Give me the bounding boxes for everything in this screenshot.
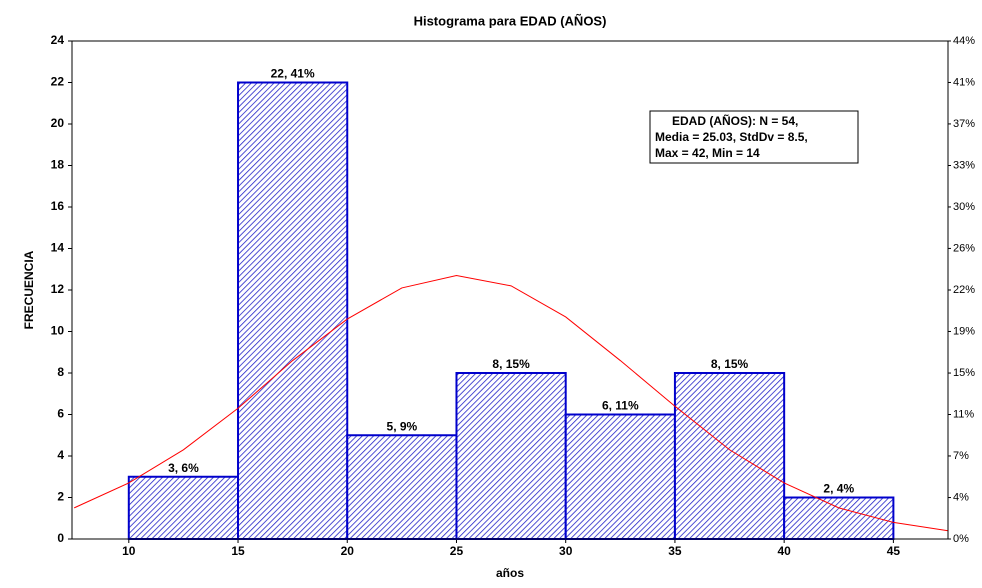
x-tick-label: 35 — [668, 544, 682, 558]
y-axis-label: FRECUENCIA — [22, 250, 36, 329]
y2-tick-label: 33% — [953, 159, 975, 171]
value-label: 6, 11% — [602, 399, 639, 413]
y-tick-label: 8 — [57, 365, 64, 379]
x-tick-label: 30 — [559, 544, 573, 558]
y2-tick-label: 44% — [953, 35, 975, 47]
value-label: 8, 15% — [711, 357, 749, 371]
bar — [564, 413, 676, 540]
fit-curve — [73, 274, 949, 532]
chart-title: Histograma para EDAD (AÑOS) — [414, 13, 607, 28]
y2-tick-label: 7% — [953, 450, 969, 462]
y2-tick-label: 37% — [953, 118, 975, 130]
value-label: 5, 9% — [387, 419, 418, 433]
bar — [783, 496, 895, 540]
y-tick-label: 22 — [51, 75, 65, 89]
value-label: 2, 4% — [823, 482, 854, 496]
x-tick-label: 20 — [341, 544, 355, 558]
plot-frame — [71, 40, 949, 540]
value-label: 3, 6% — [168, 461, 199, 475]
bar — [673, 372, 786, 540]
value-label: 22, 41% — [271, 67, 315, 81]
y2-tick-label: 22% — [953, 284, 975, 296]
value-label: 8, 15% — [492, 357, 530, 371]
x-axis-label: años — [496, 566, 524, 580]
y-tick-label: 14 — [51, 241, 65, 255]
y-tick-label: 6 — [57, 407, 64, 421]
y2-tick-label: 26% — [953, 242, 975, 254]
y-tick-label: 12 — [51, 282, 65, 296]
annotation-line: EDAD (AÑOS): N = 54, — [672, 113, 798, 128]
y-tick-label: 24 — [51, 33, 65, 47]
x-tick-label: 25 — [450, 544, 464, 558]
y-tick-label: 0 — [57, 531, 64, 545]
y2-tick-label: 30% — [953, 201, 975, 213]
bar — [455, 372, 567, 540]
y-tick-label: 20 — [51, 116, 65, 130]
annotation-line: Max = 42, Min = 14 — [655, 146, 760, 160]
y2-tick-label: 19% — [953, 325, 975, 337]
bar — [346, 434, 458, 540]
bar — [237, 81, 349, 540]
y2-tick-label: 0% — [953, 533, 969, 545]
y-tick-label: 4 — [57, 448, 64, 462]
y2-tick-label: 11% — [953, 408, 974, 420]
y-tick-label: 10 — [51, 324, 65, 338]
y-tick-label: 16 — [51, 199, 65, 213]
annotation-box — [649, 110, 859, 164]
y2-tick-label: 15% — [953, 367, 975, 379]
annotation-line: Media = 25.03, StdDv = 8.5, — [655, 130, 808, 144]
y2-tick-label: 41% — [953, 76, 975, 88]
x-tick-label: 45 — [887, 544, 901, 558]
y-tick-label: 2 — [57, 490, 64, 504]
y-tick-label: 18 — [51, 158, 65, 172]
bar — [127, 475, 240, 540]
x-tick-label: 10 — [122, 544, 136, 558]
x-tick-label: 15 — [231, 544, 245, 558]
x-tick-label: 40 — [777, 544, 791, 558]
y2-tick-label: 4% — [953, 491, 969, 503]
